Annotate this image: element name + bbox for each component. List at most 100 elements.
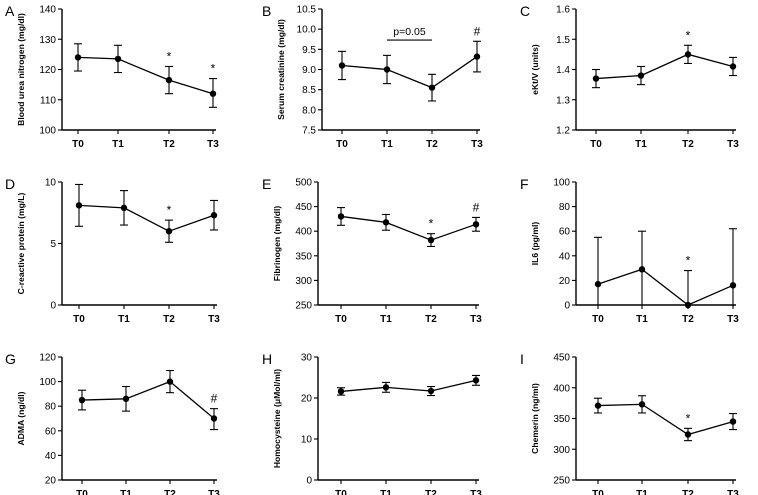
panel-c-x-tick-label: T0 (590, 139, 602, 150)
panel-a-x-tick-label: T1 (112, 139, 124, 150)
panel-b-x-tick-label: T2 (426, 139, 438, 150)
panel-a-data-point (209, 90, 217, 97)
panel-e-y-tick-label: 500 (295, 178, 312, 189)
panel-d-y-axis-label: C-reactive protein (mg/L) (16, 193, 26, 295)
panel-e-data-point (382, 219, 390, 226)
panel-b-x-tick-label: T3 (471, 139, 483, 150)
panel-c-series-line (595, 53, 734, 80)
panel-h-x-tick-label: T0 (335, 489, 347, 495)
panel-b-data-point (428, 84, 436, 91)
panel-b-y-tick-label: 10.0 (297, 25, 317, 36)
panel-h-series-line (340, 379, 477, 393)
panel-e-significance-marker: # (473, 200, 480, 214)
panel-h-data-point (337, 388, 345, 395)
panel-d-x-tick-label: T1 (118, 314, 130, 325)
panel-b-x-tick-label: T1 (381, 139, 393, 150)
panel-i-data-point (638, 401, 646, 408)
panel-c-data-point (684, 51, 692, 58)
panel-b-significance-marker: # (474, 24, 481, 38)
panel-d-data-point (165, 228, 173, 235)
panel-f-y-tick-label: 40 (559, 251, 571, 262)
panel-h-y-tick-label: 20 (301, 394, 313, 405)
panel-i-data-point (594, 402, 602, 409)
panel-g-y-axis-label: ADMA (ng/dl) (16, 391, 26, 445)
panel-i-y-tick-label: 250 (553, 476, 570, 487)
panel-g-data-point (122, 395, 130, 403)
panel-d-label: D (5, 176, 15, 192)
panel-b-y-tick-label: 8.5 (302, 85, 316, 96)
panel-b-pvalue-label: p=0.05 (393, 26, 426, 38)
panel-f-data-point (684, 301, 692, 309)
panel-e-y-tick-label: 400 (295, 227, 312, 238)
panel-i-x-tick-label: T1 (636, 489, 648, 495)
panel-h-label: H (262, 351, 272, 367)
panel-b-y-axis-label: Serum creatinine (mg/dl) (276, 19, 286, 120)
panel-f-series-line (597, 268, 734, 306)
panel-f-y-tick-label: 80 (559, 202, 571, 213)
panel-i-label: I (520, 351, 524, 367)
panel-f-x-tick-label: T3 (727, 314, 739, 325)
panel-b-y-tick-label: 8.0 (302, 105, 316, 116)
panel-e-x-tick-label: T2 (425, 314, 437, 325)
panel-g-x-tick-label: T3 (208, 489, 220, 495)
panel-c-x-tick-label: T2 (682, 139, 694, 150)
panel-a-x-tick-label: T3 (207, 139, 219, 150)
panel-g-y-tick-label: 80 (45, 402, 57, 413)
panel-c-data-point (637, 72, 645, 79)
panel-f-y-axis-label: IL6 (pg/ml) (530, 222, 540, 266)
panel-i-data-point (729, 418, 737, 425)
panel-c-y-tick-label: 1.5 (556, 35, 570, 46)
panel-d-x-tick-label: T3 (208, 314, 220, 325)
panel-b-data-point (473, 53, 481, 60)
panel-f-data-point (638, 266, 646, 273)
panel-g-y-tick-label: 100 (39, 377, 56, 388)
panel-i-x-tick-label: T3 (727, 489, 739, 495)
panel-i-data-point (684, 431, 692, 438)
panel-g-y-tick-label: 60 (45, 426, 57, 437)
panel-e-y-tick-label: 250 (295, 301, 312, 312)
panel-c-x-tick-label: T3 (727, 139, 739, 150)
panel-a-data-point (74, 54, 82, 61)
panel-g-series-line (81, 380, 215, 419)
panel-c-y-tick-label: 1.3 (556, 95, 570, 106)
panel-f-y-tick-label: 100 (553, 178, 570, 189)
panel-g-significance-marker: # (211, 392, 218, 406)
panel-d-y-tick-label: 5 (50, 239, 56, 250)
panel-b-x-tick-label: T0 (336, 139, 348, 150)
panel-a-y-tick-label: 140 (39, 5, 56, 16)
panel-b-data-point (383, 66, 391, 73)
panel-e-y-tick-label: 350 (295, 251, 312, 262)
panel-a-label: A (5, 3, 15, 19)
panel-g-x-tick-label: T2 (164, 489, 176, 495)
panel-c-significance-marker: * (686, 28, 691, 42)
panel-i-x-tick-label: T2 (682, 489, 694, 495)
panel-g-data-point (166, 378, 174, 385)
panel-i-series-line (597, 403, 734, 436)
panel-g-y-tick-label: 40 (45, 451, 57, 462)
panel-f-data-point (594, 280, 602, 288)
panel-a-y-tick-label: 120 (39, 65, 56, 76)
panel-i-x-tick-label: T0 (592, 489, 604, 495)
panel-b-y-tick-label: 9.5 (302, 45, 316, 56)
panel-g-x-tick-label: T0 (76, 489, 88, 495)
panel-f-x-tick-label: T2 (682, 314, 694, 325)
panel-f-data-point (729, 282, 737, 289)
panel-c-label: C (520, 3, 530, 19)
panel-e-y-tick-label: 300 (295, 276, 312, 287)
panel-h-y-tick-label: 0 (306, 476, 312, 487)
panel-e-significance-marker: * (429, 217, 434, 231)
panel-d-data-point (210, 212, 218, 219)
panel-f-x-tick-label: T1 (636, 314, 648, 325)
panel-g-data-point (78, 396, 86, 404)
panel-a-y-tick-label: 110 (40, 95, 56, 106)
panel-f-y-tick-label: 0 (564, 301, 570, 312)
panel-b-y-tick-label: 7.5 (302, 126, 316, 137)
panel-c-data-point (592, 75, 600, 82)
panel-g-x-tick-label: T1 (120, 489, 132, 495)
panel-i-y-tick-label: 300 (553, 445, 570, 456)
panel-a-x-tick-label: T0 (72, 139, 84, 150)
panel-e-series-line (340, 215, 477, 241)
panel-d-significance-marker: * (167, 203, 172, 217)
panel-i-y-axis-label: Chemerin (ng/ml) (530, 383, 540, 454)
